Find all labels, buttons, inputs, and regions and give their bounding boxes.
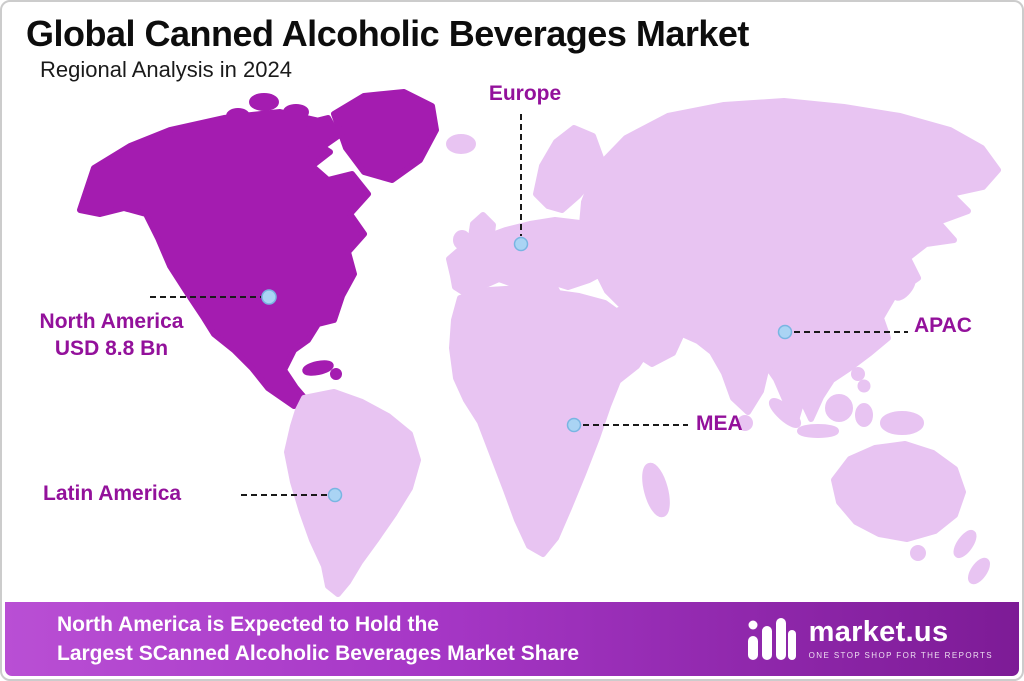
header: Global Canned Alcoholic Beverages Market… bbox=[26, 15, 749, 83]
page-subtitle: Regional Analysis in 2024 bbox=[40, 56, 292, 82]
banner-line-2: Largest SCanned Alcoholic Beverages Mark… bbox=[57, 642, 580, 665]
banner-text: North America is Expected to Hold the La… bbox=[57, 610, 579, 669]
scandinavia bbox=[533, 125, 604, 213]
new-zealand bbox=[967, 557, 991, 585]
madagascar bbox=[642, 462, 670, 518]
region-north-america-shape bbox=[77, 89, 439, 409]
new-guinea bbox=[880, 411, 924, 435]
region-label-apac: APAC bbox=[914, 314, 972, 337]
cuba bbox=[302, 360, 334, 376]
japan bbox=[879, 241, 903, 275]
banner-line-1: North America is Expected to Hold the bbox=[57, 612, 439, 636]
continent-asia bbox=[579, 98, 1001, 427]
region-label-mea: MEA bbox=[696, 412, 743, 435]
baffin-island bbox=[299, 115, 341, 153]
marker-north-america bbox=[261, 289, 277, 305]
philippines bbox=[851, 367, 865, 381]
iceland bbox=[446, 134, 476, 154]
arctic-island bbox=[249, 93, 279, 111]
marker-mea bbox=[566, 417, 582, 433]
sri-lanka bbox=[737, 415, 753, 431]
marketus-logo-icon bbox=[747, 618, 796, 660]
japan bbox=[892, 275, 916, 301]
continent-africa bbox=[449, 285, 652, 557]
region-label-north-america: North America USD 8.8 Bn bbox=[14, 308, 209, 363]
region-label-europe: Europe bbox=[488, 82, 562, 105]
hispaniola bbox=[330, 368, 342, 380]
taiwan bbox=[865, 337, 879, 351]
page-title: Global Canned Alcoholic Beverages Market bbox=[26, 13, 749, 54]
footer-banner: North America is Expected to Hold the La… bbox=[5, 602, 1019, 676]
other-regions-shapes bbox=[284, 98, 1001, 597]
logo-tagline: ONE STOP SHOP FOR THE REPORTS bbox=[808, 651, 993, 660]
arctic-island bbox=[283, 104, 309, 120]
continent-south-america bbox=[284, 389, 421, 597]
marker-europe bbox=[513, 236, 529, 252]
borneo bbox=[825, 394, 853, 422]
tasmania bbox=[910, 545, 926, 561]
java bbox=[797, 424, 839, 438]
ireland bbox=[453, 230, 471, 250]
marker-latin-america bbox=[327, 487, 343, 503]
arctic-island bbox=[226, 108, 250, 124]
great-britain bbox=[468, 212, 496, 251]
marker-apac bbox=[777, 324, 793, 340]
logo-name: market.us bbox=[808, 616, 949, 648]
region-label-latin-america: Latin America bbox=[43, 482, 182, 505]
sumatra bbox=[768, 398, 802, 428]
continent-australia bbox=[831, 441, 966, 542]
sulawesi bbox=[855, 403, 873, 427]
philippines bbox=[857, 379, 871, 393]
region-value-north-america: USD 8.8 Bn bbox=[54, 337, 169, 361]
new-zealand bbox=[953, 529, 977, 559]
greenland bbox=[331, 89, 439, 183]
world-map bbox=[77, 89, 1001, 597]
region-label-north-america-name: North America bbox=[39, 310, 184, 333]
marketus-logo: market.us ONE STOP SHOP FOR THE REPORTS bbox=[746, 616, 993, 662]
marketus-logo-text: market.us ONE STOP SHOP FOR THE REPORTS bbox=[808, 616, 993, 661]
